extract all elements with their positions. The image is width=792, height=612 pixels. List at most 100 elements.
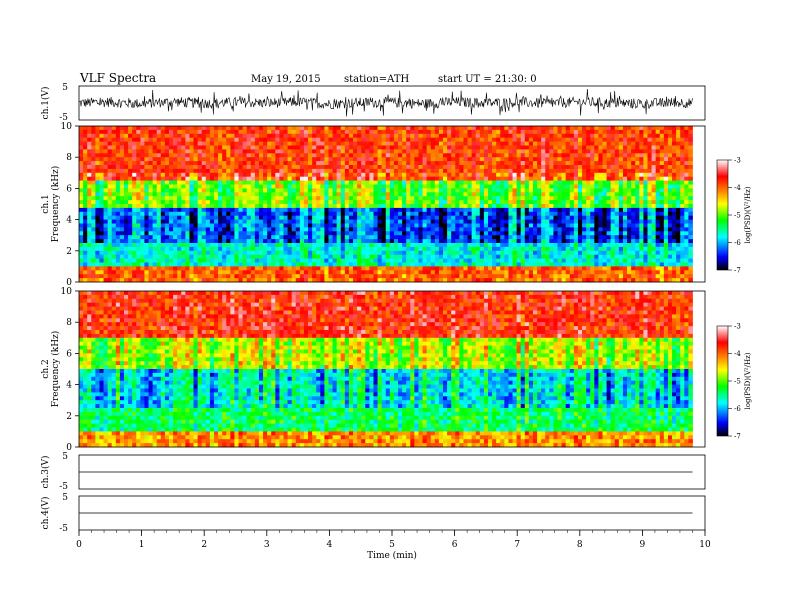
spectrogram-cell: [123, 141, 129, 146]
spectrogram-cell: [635, 184, 640, 189]
spectrogram-cell: [381, 227, 387, 232]
spectrogram-cell: [553, 211, 558, 217]
spectrogram-cell: [267, 192, 272, 197]
spectrogram-cell: [308, 165, 313, 170]
spectrogram-cell: [119, 215, 125, 220]
spectrogram-cell: [181, 200, 186, 205]
spectrogram-cell: [389, 223, 395, 228]
spectrogram-cell: [520, 211, 526, 217]
spectrogram-cell: [565, 161, 571, 166]
spectrogram-cell: [361, 235, 366, 240]
spectrogram-cell: [193, 172, 199, 178]
ch1-ytick-bottom: -5: [59, 113, 68, 123]
spectrogram-cell: [173, 129, 178, 135]
spectrogram-cell: [357, 172, 362, 178]
spectrogram-cell: [91, 235, 96, 240]
spectrogram-cell: [402, 133, 407, 139]
spectrogram-cell: [83, 243, 88, 248]
spectrogram-cell: [393, 211, 399, 217]
spectrogram-cell: [471, 176, 477, 181]
spectrogram-cell: [218, 254, 223, 259]
spectrogram-cell: [246, 223, 252, 228]
spectrogram-cell: [328, 207, 333, 213]
spectrogram-cell: [283, 165, 288, 170]
spectrogram-cell: [299, 231, 305, 236]
spectrogram-cell: [430, 200, 436, 205]
spectrogram-cell: [197, 176, 203, 181]
spectrogram-cell: [287, 141, 293, 146]
spectrogram-cell: [308, 172, 313, 178]
spectrogram-cell: [168, 254, 174, 259]
spectrogram-cell: [643, 250, 648, 256]
spectrogram-cell: [258, 200, 264, 205]
spectrogram-cell: [271, 137, 276, 142]
spectrogram-cell: [430, 133, 436, 139]
spectrogram-cell: [549, 126, 554, 131]
spectrogram-cell: [336, 215, 342, 220]
spectrogram-cell: [512, 172, 518, 178]
spectrogram-cell: [99, 227, 104, 232]
spectrogram-cell: [344, 250, 350, 256]
spectrogram-cell: [467, 141, 473, 146]
spectrogram-cell: [459, 215, 464, 220]
spectrogram-cell: [655, 188, 661, 193]
spectrogram-cell: [647, 172, 652, 178]
spectrogram-cell: [271, 239, 276, 244]
spectrogram-cell: [353, 204, 358, 209]
spectrogram-cell: [99, 239, 104, 244]
spectrogram-cell: [606, 200, 612, 205]
spectrogram-cell: [381, 215, 387, 220]
spectrogram-cell: [250, 165, 256, 170]
spectrogram-cell: [365, 168, 370, 174]
spectrogram-cell: [524, 192, 530, 197]
spectrogram-cell: [263, 243, 268, 248]
spectrogram-cell: [647, 243, 652, 248]
spectrogram-cell: [443, 157, 448, 162]
spectrogram-cell: [659, 223, 665, 228]
spectrogram-cell: [79, 192, 84, 197]
spectrogram-cell: [218, 246, 223, 252]
spectrogram-cell: [492, 231, 497, 236]
spectrogram-cell: [201, 235, 207, 240]
spectrogram-cell: [312, 192, 317, 197]
spectrogram-cell: [332, 200, 338, 205]
spectrogram-cell: [663, 196, 669, 201]
spectrogram-cell: [475, 211, 481, 217]
spectrogram-cell: [459, 168, 464, 174]
spectrogram-cell: [561, 137, 567, 142]
spectrogram-cell: [602, 246, 607, 252]
spectrogram-cell: [573, 239, 579, 244]
spectrogram-cell: [328, 196, 333, 201]
spectrogram-cell: [218, 180, 223, 185]
spectrogram-cell: [222, 223, 227, 228]
spectrogram-cell: [328, 157, 333, 162]
spectrogram-cell: [324, 243, 329, 248]
spectrogram-cell: [422, 223, 428, 228]
spectrogram-cell: [152, 188, 158, 193]
spectrogram-cell: [537, 145, 542, 150]
spectrogram-cell: [197, 137, 203, 142]
spectrogram-cell: [201, 133, 207, 139]
spectrogram-cell: [164, 157, 170, 162]
spectrogram-cell: [402, 180, 407, 185]
spectrogram-cell: [520, 168, 526, 174]
spectrogram-cell: [226, 250, 231, 256]
spectrogram-cell: [410, 223, 415, 228]
spectrogram-cell: [557, 153, 562, 158]
spectrogram-cell: [684, 180, 689, 185]
spectrogram-cell: [614, 231, 620, 236]
spectrogram-cell: [569, 200, 575, 205]
spectrogram-cell: [418, 168, 423, 174]
spectrogram-cell: [655, 250, 661, 256]
spectrogram-cell: [377, 129, 383, 135]
spectrogram-cell: [504, 204, 509, 209]
spectrogram-cell: [234, 165, 239, 170]
spectrogram-cell: [348, 157, 354, 162]
spectrogram-cell: [430, 207, 436, 213]
spectrogram-cell: [451, 235, 456, 240]
spectrogram-cell: [582, 149, 587, 154]
spectrogram-cell: [402, 231, 407, 236]
spectrogram-cell: [410, 168, 415, 174]
spectrogram-cell: [152, 184, 158, 189]
spectrogram-cell: [91, 207, 96, 213]
